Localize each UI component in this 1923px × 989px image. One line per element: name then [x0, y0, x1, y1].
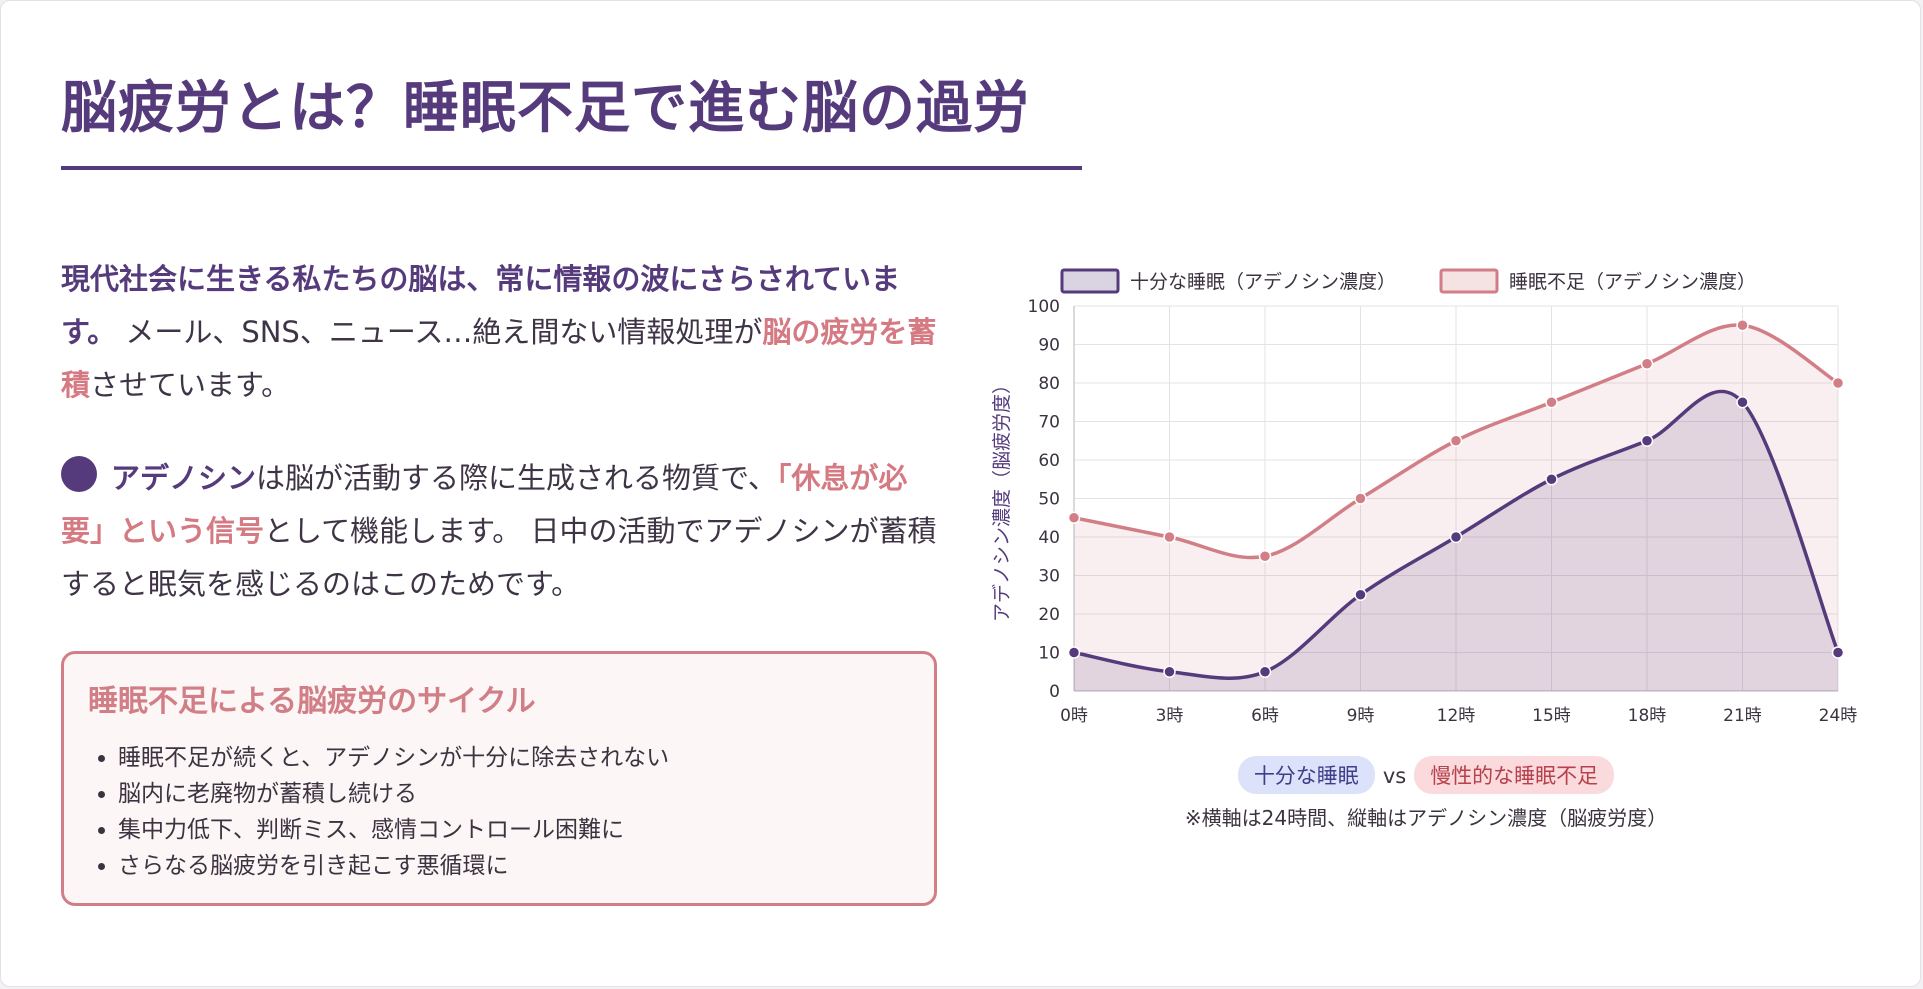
series-0-point	[1831, 646, 1845, 659]
vs-label: vs	[1382, 764, 1407, 788]
series-0-point	[1736, 396, 1749, 409]
series-0-point	[1545, 473, 1558, 486]
y-tick-label: 80	[1038, 374, 1060, 394]
intro-text-2: させています。	[90, 368, 291, 402]
y-tick-label: 100	[1028, 297, 1060, 317]
legend-label-1: 睡眠不足（アデノシン濃度）	[1509, 271, 1756, 293]
x-tick-label: 18時	[1628, 706, 1667, 726]
sleep-deprivation-badge: 慢性的な睡眠不足	[1414, 756, 1615, 794]
x-tick-label: 9時	[1347, 706, 1375, 726]
comparison-row: 十分な睡眠 vs 慢性的な睡眠不足	[986, 756, 1866, 794]
title-underline	[61, 166, 1082, 170]
adenosine-text-1: は脳が活動する際に生成される物質で、	[256, 461, 777, 495]
x-tick-label: 6時	[1251, 706, 1279, 726]
y-tick-label: 40	[1038, 528, 1060, 548]
y-tick-label: 20	[1038, 605, 1060, 625]
cycle-item: さらなる脳疲労を引き起こす悪循環に	[118, 848, 910, 884]
series-1-area	[1074, 325, 1838, 691]
good-sleep-badge: 十分な睡眠	[1237, 756, 1375, 794]
adenosine-paragraph: アデノシンは脳が活動する際に生成される物質で、「休息が必要」という信号として機能…	[61, 452, 941, 611]
y-tick-label: 70	[1038, 413, 1060, 433]
page-title: 脳疲労とは？睡眠不足で進む脳の過労	[61, 76, 1030, 141]
series-1-point	[1831, 376, 1845, 390]
intro-text-1: メール、SNS、ニュース…絶え間ない情報処理が	[116, 315, 763, 349]
cycle-title: 睡眠不足による脳疲労のサイクル	[88, 684, 536, 719]
y-tick-label: 60	[1038, 451, 1060, 471]
adenosine-text-2: として機能します。 日中の活動でアデノシンが蓄積すると眠気を感じるのはこのためで…	[61, 514, 937, 601]
series-1-point	[1736, 319, 1749, 332]
y-axis-title: アデノシン濃度（脳疲労度）	[991, 375, 1013, 622]
series-1-point	[1545, 396, 1558, 409]
series-0-point	[1163, 665, 1176, 678]
x-tick-label: 3時	[1156, 706, 1184, 726]
series-1-point	[1163, 530, 1176, 544]
x-tick-label: 12時	[1437, 706, 1476, 726]
series-0-point	[1067, 646, 1081, 659]
cycle-item: 睡眠不足が続くと、アデノシンが十分に除去されない	[118, 740, 910, 776]
chart-note: ※横軸は24時間、縦軸はアデノシン濃度（脳疲労度）	[1184, 806, 1668, 830]
series-0-point	[1354, 588, 1367, 601]
legend-label-0: 十分な睡眠（アデノシン濃度）	[1130, 271, 1396, 293]
series-1-point	[1067, 511, 1081, 524]
y-tick-label: 90	[1038, 336, 1060, 356]
x-tick-label: 15時	[1532, 706, 1571, 726]
intro-lead: 現代社会に生きる私たちの脳は、常に情報の波にさらされています。	[61, 262, 900, 349]
intro-highlight: 脳の疲労を蓄積	[61, 315, 937, 402]
series-1-point	[1449, 434, 1463, 447]
series-1-point	[1640, 357, 1654, 370]
cycle-list: 睡眠不足が続くと、アデノシンが十分に除去されない 脳内に老廃物が蓄積し続ける 集…	[88, 740, 910, 884]
x-tick-label: 0時	[1060, 706, 1088, 726]
series-1-point	[1258, 550, 1272, 563]
adenosine-term: アデノシン	[111, 461, 257, 495]
cycle-item: 集中力低下、判断ミス、感情コントロール困難に	[118, 812, 910, 848]
chart-panel: 0 10 20 30 40 50 60 70 80 90 100 0時 3時 6時 9時 12時 15時 18時 2…	[986, 256, 1866, 856]
intro-paragraph: 現代社会に生きる私たちの脳は、常に情報の波にさらされています。 メール、SNS、…	[61, 253, 941, 412]
series-0-point	[1449, 530, 1463, 544]
cycle-box: 睡眠不足による脳疲労のサイクル 睡眠不足が続くと、アデノシンが十分に除去されない…	[61, 651, 937, 906]
legend-swatch-0	[1060, 268, 1120, 294]
adenosine-highlight: 「休息が必要」という信号	[61, 461, 908, 548]
series-0-point	[1258, 665, 1272, 678]
x-tick-label: 21時	[1723, 706, 1762, 726]
x-tick-label: 24時	[1819, 706, 1858, 726]
series-1-point	[1354, 492, 1367, 505]
series-0-point	[1640, 434, 1654, 447]
y-tick-label: 10	[1038, 644, 1060, 664]
adenosine-chart: 0 10 20 30 40 50 60 70 80 90 100 0時 3時 6時 9時 12時 15時 18時 2…	[991, 268, 1858, 726]
y-tick-label: 30	[1038, 567, 1060, 587]
cycle-item: 脳内に老廃物が蓄積し続ける	[118, 776, 910, 812]
y-tick-label: 0	[1049, 682, 1060, 702]
legend-swatch-1	[1439, 268, 1499, 294]
bullet-dot-icon	[61, 456, 97, 492]
y-tick-label: 50	[1038, 490, 1060, 510]
